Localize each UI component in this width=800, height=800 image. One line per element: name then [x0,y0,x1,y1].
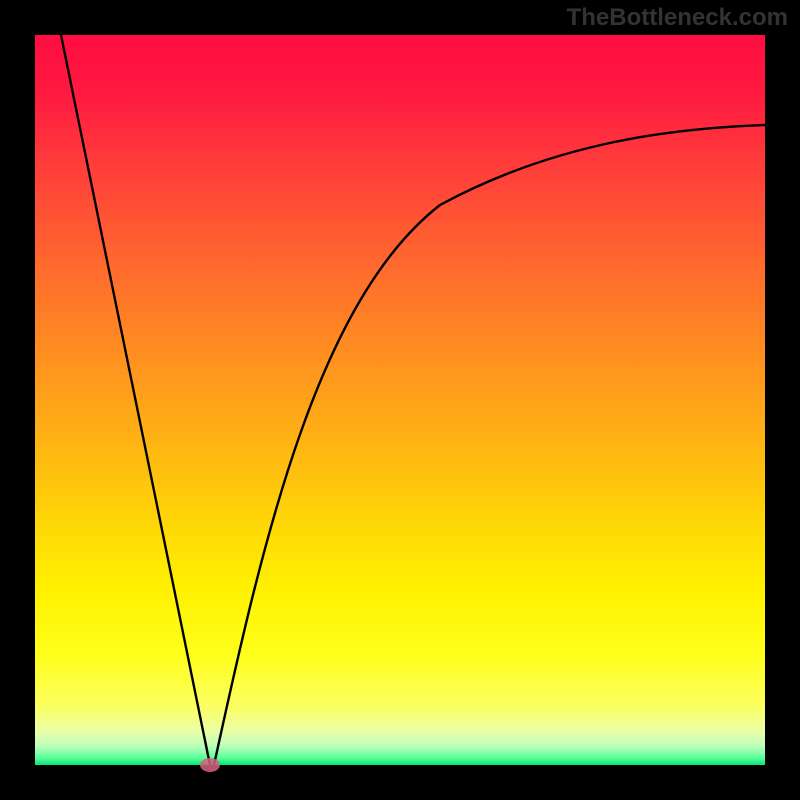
curve-right-branch [214,125,765,765]
curve-left-branch [61,35,210,765]
chart-container: { "watermark": { "text": "TheBottleneck.… [0,0,800,800]
watermark-text: TheBottleneck.com [567,4,788,32]
chart-svg [0,0,800,800]
vertex-marker [200,758,220,772]
